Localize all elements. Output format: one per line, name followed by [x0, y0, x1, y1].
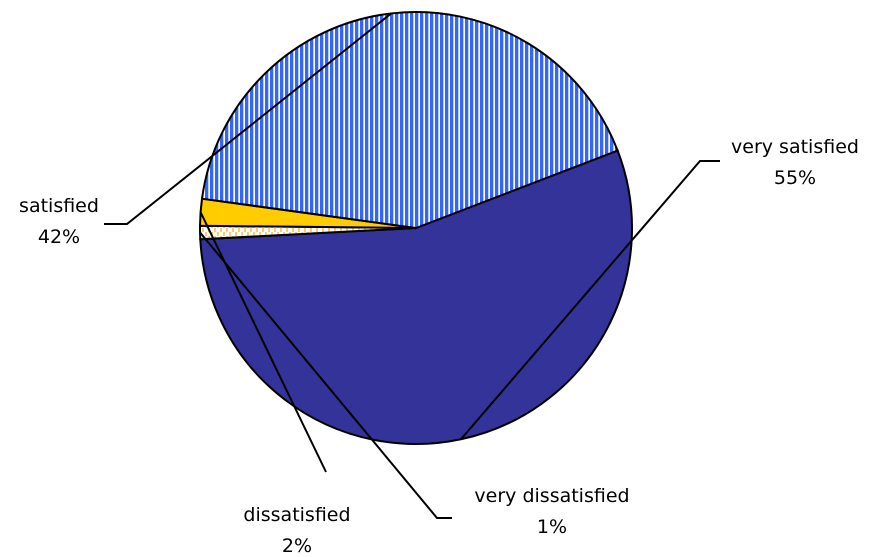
slice-value-very-dissatisfied: 1% [537, 516, 567, 538]
leader-line-dissatisfied [199, 211, 327, 473]
pie-labels: very satisfied 55% very dissatisfied 1% diss… [19, 12, 859, 557]
slice-value-dissatisfied: 2% [282, 535, 312, 557]
pie-slices [199, 11, 633, 445]
slice-label-dissatisfied: dissatisfied [243, 504, 350, 526]
leader-line-very-dissatisfied [199, 231, 452, 519]
leader-line-satisfied [104, 12, 392, 225]
slice-value-very-satisfied: 55% [774, 167, 816, 189]
leader-line-very-satisfied [460, 160, 720, 440]
slice-value-satisfied: 42% [38, 226, 80, 248]
slice-label-satisfied: satisfied [19, 195, 99, 217]
slice-label-very-dissatisfied: very dissatisfied [474, 485, 629, 507]
slice-label-very-satisfied: very satisfied [731, 136, 859, 158]
